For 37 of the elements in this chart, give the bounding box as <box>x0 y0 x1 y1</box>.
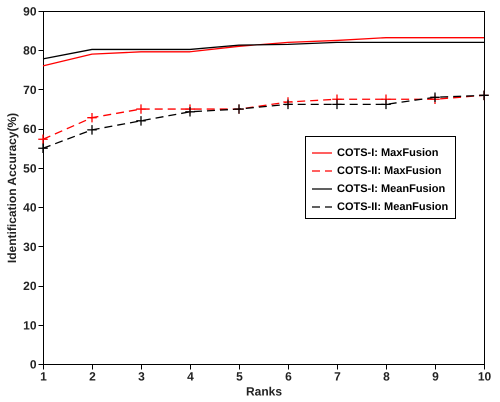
point <box>86 124 98 136</box>
x-tick-label: 6 <box>285 370 292 384</box>
y-tick-label: 20 <box>23 279 37 294</box>
x-axis-title: Ranks <box>246 384 282 398</box>
point <box>136 115 146 126</box>
x-tick-label: 10 <box>478 370 492 384</box>
x-tick-label: 4 <box>187 370 194 384</box>
legend-label: COTS-II: MaxFusion <box>337 165 442 177</box>
x-tick-label: 9 <box>432 370 440 384</box>
x-tick-label: 5 <box>236 370 244 384</box>
y-tick-label: 70 <box>23 82 37 97</box>
x-tick-label: 2 <box>89 370 96 384</box>
x-tick-label: 7 <box>334 370 342 384</box>
point <box>136 104 146 114</box>
y-tick-label: 80 <box>23 44 37 58</box>
y-tick-label: 40 <box>23 200 37 215</box>
x-tick-label: 1 <box>40 370 48 384</box>
x-tick-label: 3 <box>138 370 146 384</box>
y-tick-label: 30 <box>23 240 37 254</box>
y-axis-title: Identification Accuracy(%) <box>5 112 20 264</box>
point <box>86 112 98 124</box>
point <box>332 98 342 110</box>
y-tick-label: 0 <box>30 358 37 372</box>
point <box>184 106 196 118</box>
y-tick-label: 10 <box>23 318 37 332</box>
point <box>38 134 48 145</box>
legend-label: COTS-I: MeanFusion <box>337 183 446 195</box>
y-tick-label: 90 <box>23 4 37 18</box>
legend-label: COTS-II: MeanFusion <box>337 201 448 213</box>
point <box>38 142 48 154</box>
line-series <box>42 37 485 67</box>
x-tick-label: 8 <box>383 370 390 384</box>
y-tick-label: 50 <box>23 161 37 176</box>
legend-label: COTS-I: MaxFusion <box>337 147 439 159</box>
y-tick-label: 60 <box>23 122 37 136</box>
point <box>282 98 294 110</box>
point <box>380 98 392 110</box>
